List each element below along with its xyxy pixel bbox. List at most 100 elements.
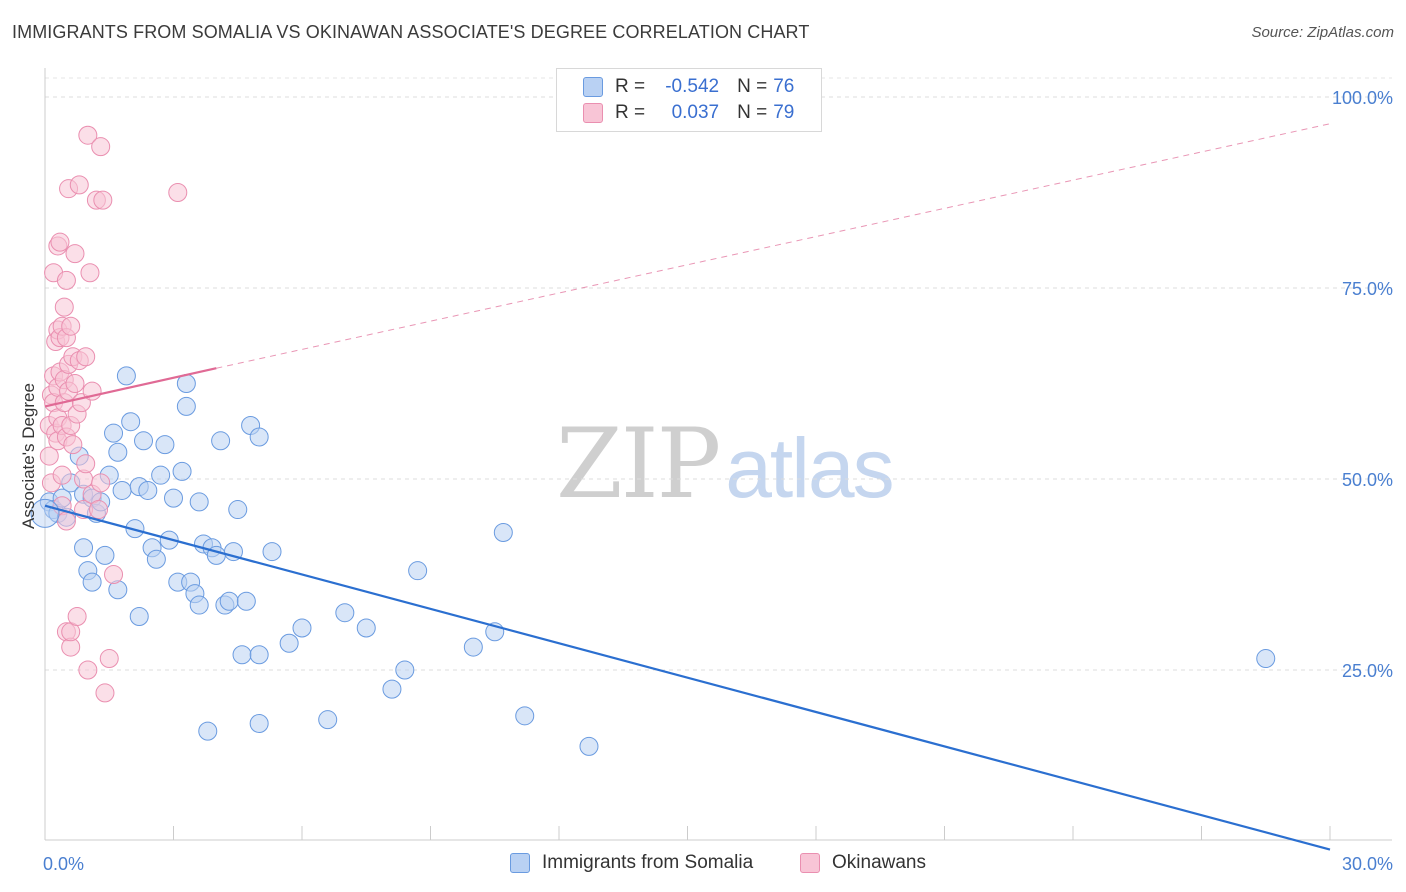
point-somalia [249, 427, 269, 447]
point-okinawans [78, 125, 98, 145]
point-okinawans [52, 465, 72, 485]
legend-n-label: N = [737, 76, 768, 97]
point-somalia [134, 431, 154, 451]
y-axis-title: Associate's Degree [19, 383, 38, 529]
point-somalia [125, 519, 145, 539]
point-somalia [151, 465, 171, 485]
point-somalia [121, 412, 141, 432]
point-okinawans [78, 660, 98, 680]
x-tick-label: 30.0% [1342, 854, 1393, 874]
trend-extension-okinawans [216, 123, 1331, 369]
watermark: ZIPatlas [556, 408, 895, 520]
legend-row-okinawans: R = 0.037 N = 79 [583, 100, 794, 126]
legend-label-okinawans: Okinawans [832, 852, 926, 873]
point-somalia [82, 572, 102, 592]
point-okinawans [61, 316, 81, 336]
legend-swatch-somalia [583, 77, 603, 97]
point-somalia [493, 522, 513, 542]
point-somalia [104, 423, 124, 443]
legend-swatch-okinawans [583, 103, 603, 123]
point-somalia [159, 530, 179, 550]
legend-n-value-somalia: 76 [773, 76, 795, 97]
point-okinawans [93, 190, 113, 210]
point-somalia [236, 591, 256, 611]
data-points [30, 125, 1276, 756]
point-somalia [249, 713, 269, 733]
point-somalia [116, 366, 136, 386]
watermark-atlas: atlas [725, 421, 894, 515]
point-somalia [164, 488, 183, 508]
x-tick-labels: 0.0% 30.0% [43, 854, 1393, 874]
point-somalia [228, 500, 248, 520]
legend-r-value-somalia: -0.542 [665, 76, 720, 97]
legend-r-label: R = [615, 76, 646, 97]
chart-title: IMMIGRANTS FROM SOMALIA VS OKINAWAN ASSO… [12, 22, 810, 42]
watermark-zip: ZIP [556, 408, 721, 520]
point-somalia [1256, 649, 1276, 669]
point-somalia [189, 595, 209, 615]
point-somalia [108, 442, 128, 462]
point-somalia [279, 633, 299, 653]
point-somalia [95, 545, 115, 565]
point-somalia [30, 498, 60, 528]
point-somalia [318, 710, 338, 730]
point-somalia [138, 480, 158, 500]
point-somalia [74, 538, 94, 558]
point-okinawans [39, 446, 59, 466]
legend-row-somalia: R = -0.542 N = 76 [583, 74, 794, 100]
point-somalia [211, 431, 231, 451]
axes [44, 68, 1392, 841]
legend-n-label: N = [737, 102, 768, 123]
point-somalia [176, 396, 196, 416]
point-okinawans [91, 137, 111, 157]
point-okinawans [56, 511, 76, 531]
point-somalia [112, 480, 132, 500]
point-okinawans [65, 244, 85, 264]
point-somalia [189, 492, 209, 512]
point-somalia [395, 660, 415, 680]
point-okinawans [95, 683, 115, 703]
legend-item-somalia[interactable]: Immigrants from Somalia [510, 852, 753, 874]
series-legend: Immigrants from Somalia Okinawans [0, 852, 1406, 878]
point-somalia [249, 645, 269, 665]
legend-r-label: R = [615, 102, 646, 123]
x-tick-label: 0.0% [43, 854, 84, 874]
point-okinawans [76, 347, 96, 367]
y-tick-labels: 25.0% 50.0% 75.0% 100.0% [1332, 88, 1393, 681]
point-okinawans [67, 607, 87, 627]
point-somalia [172, 461, 192, 481]
point-okinawans [69, 175, 89, 195]
legend-r-value-okinawans: 0.037 [671, 102, 720, 123]
trend-line-okinawans [44, 367, 217, 408]
point-somalia [408, 561, 428, 581]
point-okinawans [56, 270, 76, 290]
y-tick-label: 75.0% [1342, 279, 1393, 299]
point-somalia [219, 591, 239, 611]
y-tick-label: 100.0% [1332, 88, 1393, 108]
point-somalia [129, 607, 149, 627]
legend-swatch-somalia [510, 853, 530, 873]
point-okinawans [91, 473, 111, 493]
point-somalia [515, 706, 535, 726]
point-okinawans [99, 649, 119, 669]
point-somalia [198, 721, 218, 741]
point-somalia [356, 618, 376, 638]
legend-item-okinawans[interactable]: Okinawans [800, 852, 926, 874]
point-okinawans [63, 435, 83, 455]
point-somalia [146, 549, 166, 569]
legend-n-value-okinawans: 79 [773, 102, 795, 123]
point-okinawans [80, 263, 100, 283]
point-okinawans [104, 565, 124, 584]
point-okinawans [76, 454, 96, 474]
point-okinawans [89, 500, 109, 520]
point-somalia [335, 603, 355, 623]
point-okinawans [168, 183, 188, 202]
legend-label-somalia: Immigrants from Somalia [542, 852, 754, 873]
point-somalia [579, 736, 599, 756]
point-somalia [262, 542, 282, 562]
point-somalia [382, 679, 402, 699]
gridlines [45, 77, 1392, 671]
point-somalia [232, 645, 252, 665]
trend-line-somalia [44, 504, 1331, 851]
